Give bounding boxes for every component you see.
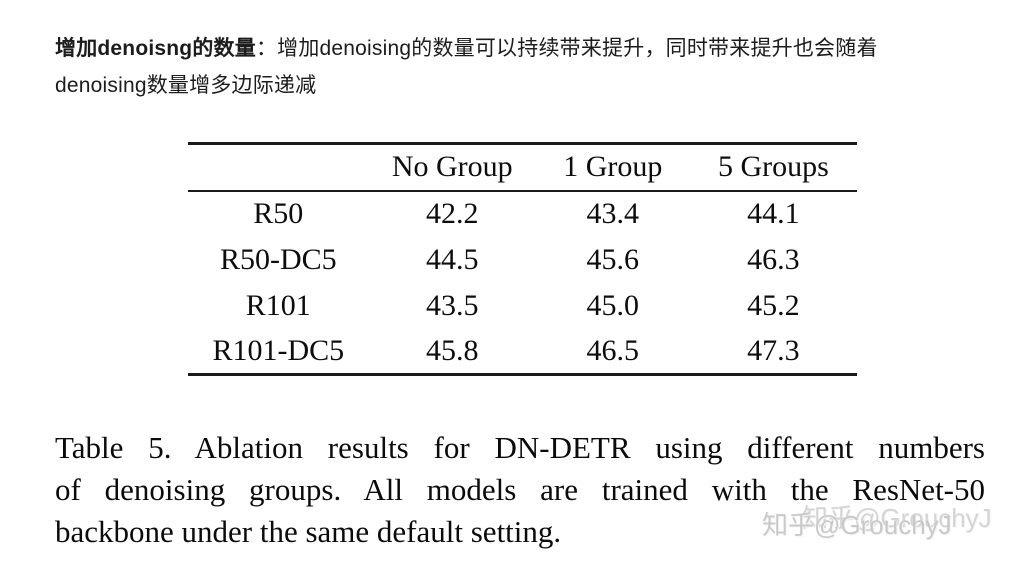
caption-line-3: backbone under the same default setting. <box>55 514 562 549</box>
ablation-table: No Group 1 Group 5 Groups R50 42.2 43.4 … <box>188 142 857 376</box>
intro-bold-label: 增加denoisng的数量 <box>55 37 256 60</box>
row-label: R50-DC5 <box>219 242 337 276</box>
intro-paragraph: 增加denoisng的数量：增加denoising的数量可以持续带来提升，同时带… <box>55 30 975 104</box>
table-row: R101 43.5 45.0 45.2 <box>188 283 857 329</box>
table-caption: Table 5. Ablation results for DN-DETR us… <box>55 427 985 553</box>
intro-line1-rest: ：增加denoising的数量可以持续带来提升，同时带来提升也会随着 <box>255 37 878 60</box>
ablation-table-container: No Group 1 Group 5 Groups R50 42.2 43.4 … <box>188 142 857 376</box>
col-header-5-groups: 5 Groups <box>689 143 857 192</box>
table-row: R50 42.2 43.4 44.1 <box>188 191 857 237</box>
row-label: R101-DC5 <box>212 333 345 367</box>
table-cell: 43.5 <box>426 288 479 322</box>
col-header-no-group: No Group <box>368 143 536 192</box>
caption-line-2: of denoising groups. All models are trai… <box>55 472 985 507</box>
table-cell: 45.2 <box>747 288 800 322</box>
table-row: R101-DC5 45.8 46.5 47.3 <box>188 329 857 375</box>
table-cell: 42.2 <box>426 197 479 230</box>
intro-line-2: denoising数量增多边际递减 <box>55 74 317 97</box>
intro-line-1: 增加denoisng的数量：增加denoising的数量可以持续带来提升，同时带… <box>55 30 975 67</box>
table-cell: 44.5 <box>426 242 479 276</box>
table-cell: 46.5 <box>586 333 640 367</box>
col-header-1-group: 1 Group <box>535 143 690 192</box>
caption-line-1: Table 5. Ablation results for DN-DETR us… <box>55 430 985 465</box>
row-label: R101 <box>245 288 311 322</box>
table-cell: 46.3 <box>747 242 800 276</box>
table-cell: 47.3 <box>747 333 800 367</box>
table-cell: 45.6 <box>586 242 640 276</box>
table-row: R50-DC5 44.5 45.6 46.3 <box>188 237 857 283</box>
table-cell: 44.1 <box>747 197 800 230</box>
col-header-model <box>188 143 369 192</box>
table-cell: 43.4 <box>586 197 640 230</box>
table-cell: 45.8 <box>426 333 479 367</box>
table-header-row: No Group 1 Group 5 Groups <box>188 143 857 192</box>
table-cell: 45.0 <box>586 288 640 322</box>
row-label: R50 <box>253 197 304 230</box>
